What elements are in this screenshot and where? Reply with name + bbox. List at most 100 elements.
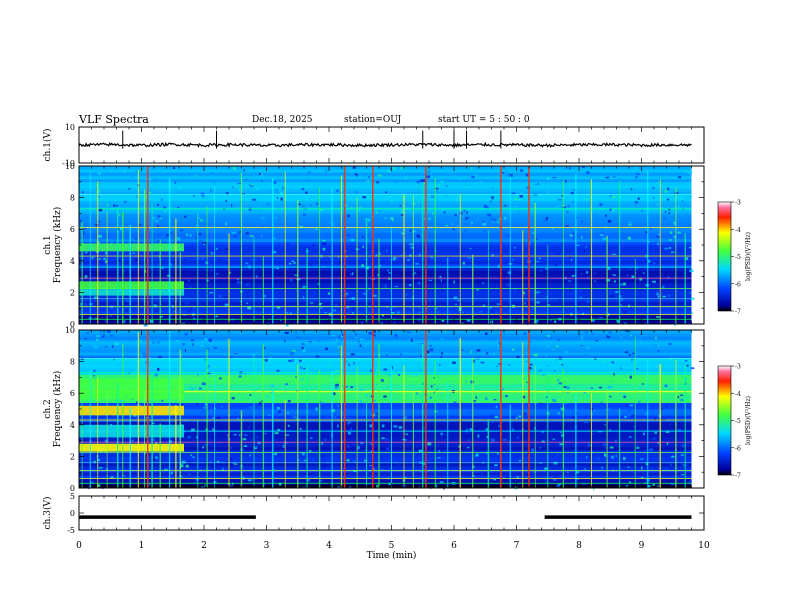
- noise-speckle: [485, 397, 488, 400]
- noise-speckle: [93, 460, 96, 464]
- noise-speckle: [247, 426, 250, 428]
- noise-speckle: [322, 330, 326, 332]
- noise-speckle: [385, 249, 388, 253]
- noise-speckle: [485, 428, 488, 431]
- noise-speckle: [289, 468, 292, 471]
- noise-speckle: [440, 432, 443, 436]
- noise-speckle: [580, 345, 584, 347]
- noise-speckle: [149, 438, 153, 441]
- spectral-band: [79, 409, 692, 413]
- noise-speckle: [326, 222, 331, 225]
- noise-speckle: [388, 482, 393, 486]
- noise-speckle: [508, 173, 513, 177]
- noise-speckle: [620, 336, 623, 339]
- noise-speckle: [537, 182, 539, 185]
- noise-speckle: [321, 434, 325, 436]
- noise-speckle: [80, 219, 82, 223]
- noise-speckle: [522, 377, 527, 380]
- noise-speckle: [263, 294, 266, 298]
- noise-speckle: [437, 310, 439, 314]
- noise-speckle: [224, 303, 229, 307]
- noise-speckle: [205, 403, 207, 407]
- noise-speckle: [656, 235, 660, 238]
- noise-speckle: [437, 457, 441, 459]
- y-tick-label: 8: [70, 358, 75, 367]
- noise-speckle: [292, 416, 297, 418]
- noise-speckle: [179, 475, 183, 478]
- spectral-band: [79, 241, 692, 246]
- noise-speckle: [535, 260, 540, 263]
- noise-speckle: [553, 434, 555, 437]
- noise-speckle: [531, 448, 535, 452]
- noise-speckle: [659, 187, 661, 190]
- spectral-band: [79, 200, 692, 205]
- noise-speckle: [670, 483, 675, 486]
- spectral-band: [79, 263, 692, 268]
- noise-speckle: [276, 407, 280, 410]
- noise-speckle: [416, 391, 419, 395]
- noise-speckle: [259, 172, 262, 176]
- spectral-band: [79, 339, 692, 343]
- noise-speckle: [239, 332, 242, 335]
- noise-speckle: [215, 247, 218, 250]
- noise-speckle: [319, 208, 323, 211]
- noise-speckle: [652, 196, 655, 199]
- noise-speckle: [197, 221, 201, 223]
- noise-speckle: [486, 206, 489, 209]
- noise-speckle: [188, 234, 193, 237]
- noise-speckle: [208, 375, 211, 378]
- noise-speckle: [682, 463, 686, 467]
- noise-speckle: [288, 262, 292, 265]
- noise-speckle: [645, 254, 649, 256]
- noise-speckle: [397, 311, 400, 314]
- noise-speckle: [404, 439, 407, 442]
- noise-speckle: [467, 447, 470, 449]
- noise-speckle: [275, 453, 277, 455]
- noise-speckle: [365, 218, 369, 220]
- noise-speckle: [96, 334, 100, 338]
- noise-speckle: [277, 363, 279, 366]
- noise-speckle: [396, 463, 399, 466]
- y-tick-label: 10: [65, 326, 75, 335]
- noise-speckle: [673, 235, 676, 239]
- noise-speckle: [444, 194, 449, 197]
- noise-speckle: [124, 472, 127, 475]
- noise-speckle: [306, 178, 309, 182]
- noise-speckle: [170, 471, 173, 475]
- noise-speckle: [553, 400, 557, 402]
- noise-speckle: [604, 446, 608, 449]
- noise-speckle: [526, 186, 530, 189]
- noise-speckle: [219, 259, 221, 262]
- spectral-band: [79, 289, 692, 293]
- noise-speckle: [308, 414, 313, 416]
- noise-speckle: [427, 353, 432, 356]
- noise-speckle: [657, 255, 659, 258]
- noise-speckle: [544, 467, 548, 470]
- noise-speckle: [124, 170, 126, 174]
- spectral-band: [79, 443, 692, 448]
- noise-speckle: [317, 340, 321, 343]
- noise-speckle: [230, 446, 233, 449]
- spectral-band: [79, 178, 692, 183]
- noise-speckle: [431, 460, 435, 462]
- noise-speckle: [231, 482, 234, 486]
- noise-speckle: [152, 458, 156, 461]
- noise-speckle: [363, 311, 367, 314]
- noise-speckle: [547, 345, 551, 347]
- noise-speckle: [400, 214, 404, 216]
- noise-speckle: [97, 241, 101, 244]
- noise-speckle: [591, 318, 595, 322]
- noise-speckle: [213, 181, 216, 185]
- noise-speckle: [148, 400, 152, 404]
- x-tick-label: 2: [201, 541, 207, 551]
- noise-speckle: [334, 370, 339, 373]
- noise-speckle: [92, 375, 96, 377]
- noise-speckle: [657, 295, 660, 298]
- noise-speckle: [491, 253, 494, 257]
- noise-speckle: [247, 479, 252, 482]
- noise-speckle: [84, 338, 87, 340]
- noise-speckle: [116, 205, 118, 207]
- noise-speckle: [386, 447, 390, 451]
- noise-speckle: [155, 456, 158, 459]
- noise-speckle: [195, 174, 198, 177]
